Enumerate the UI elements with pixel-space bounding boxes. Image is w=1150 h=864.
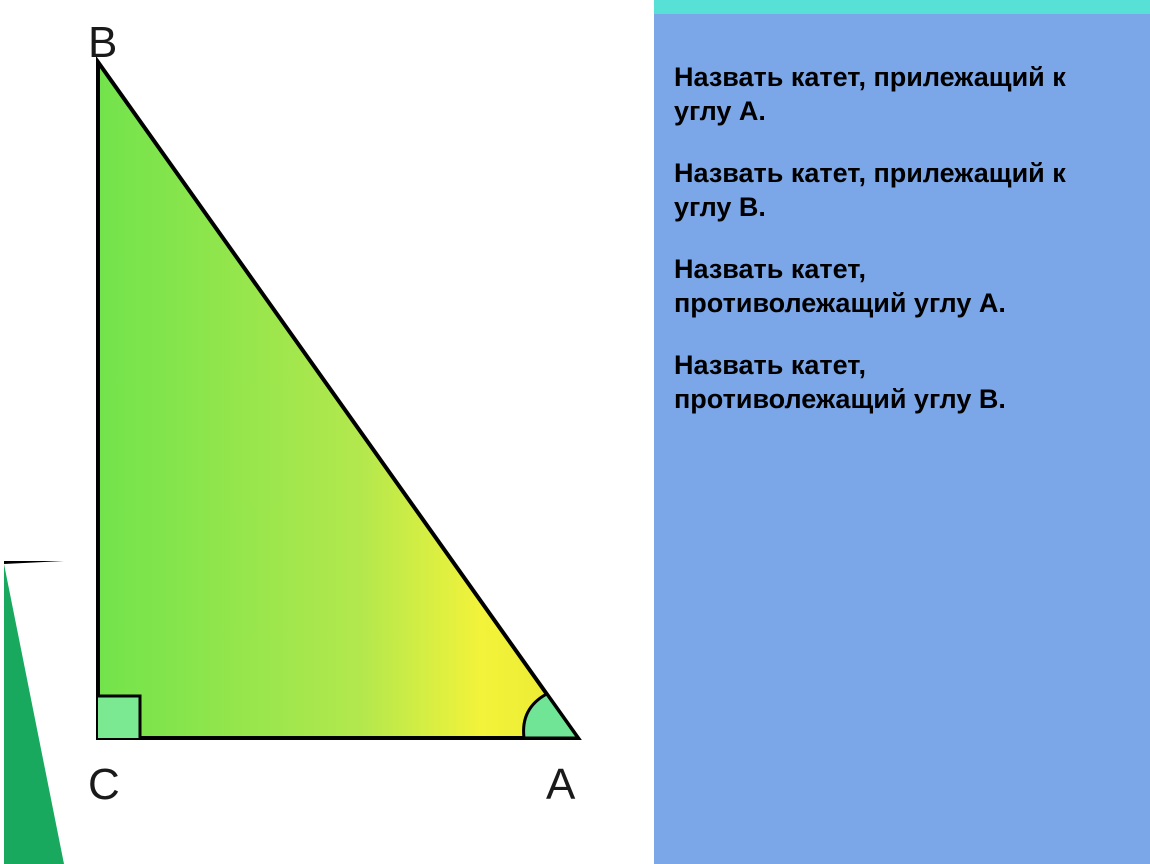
vertex-label-B: В	[88, 18, 117, 68]
question-item: Назвать катет, прилежащий к углу А.	[674, 60, 1130, 128]
question-panel: Назвать катет, прилежащий к углу А. Назва…	[654, 0, 1150, 864]
vertex-label-C: С	[88, 760, 120, 810]
question-list: Назвать катет, прилежащий к углу А. Назва…	[654, 60, 1150, 416]
vertex-label-A: А	[546, 760, 575, 810]
question-item: Назвать катет, противолежащий углу А.	[674, 252, 1130, 320]
question-item: Назвать катет, прилежащий к углу В.	[674, 156, 1130, 224]
slide-stage: В С А Назвать катет, прилежащий к углу А…	[0, 0, 1150, 864]
question-item: Назвать катет, противолежащий углу В.	[674, 348, 1130, 416]
panel-top-bar	[654, 0, 1150, 14]
right-triangle	[98, 62, 578, 738]
right-angle-marker-fill	[98, 696, 140, 738]
